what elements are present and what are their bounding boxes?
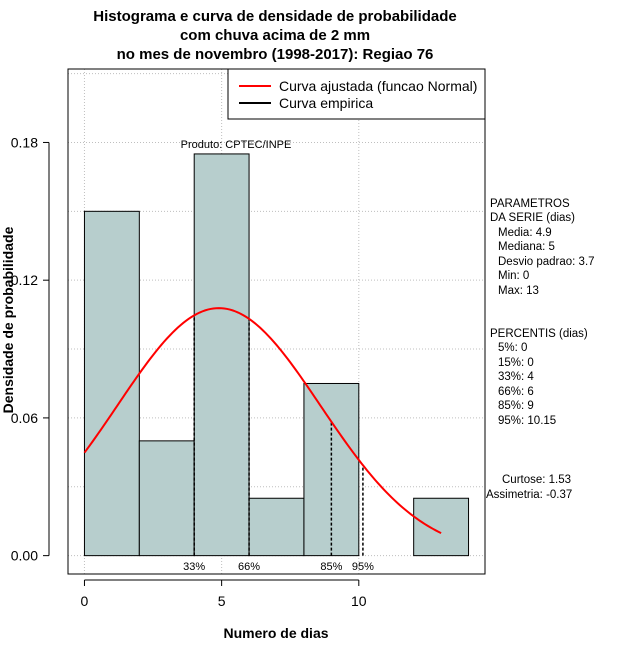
legend-label-empirical: Curva empirica [279,95,373,111]
histogram-bar-2 [193,153,250,557]
y-tick-label-1: 0.06 [11,410,38,426]
percentis-title: PERCENTIS (dias) [490,328,588,340]
param-mediana: Mediana: 5 [498,241,555,253]
param-media: Media: 4.9 [498,227,552,239]
axis-layer: 0.00 0.06 0.12 0.18 0 5 10 [11,134,367,609]
curve-layer [83,307,442,534]
chart-title-line-1: Histograma e curva de densidade de proba… [93,8,456,25]
percentile-labels-layer: 33% 66% 85% 95% [183,561,374,573]
legend: Curva ajustada (funcao Normal) Curva emp… [227,68,486,120]
param-desvio: Desvio padrao: 3.7 [498,256,595,268]
legend-label-curve: Curva ajustada (funcao Normal) [279,78,477,94]
percentile-label-0: 33% [183,561,205,573]
y-tick-label-3: 0.18 [11,134,38,150]
y-tick-label-0: 0.00 [11,548,38,564]
histogram-bar-6 [413,497,470,557]
percentile-label-1: 66% [238,561,260,573]
bar-layer [83,153,470,557]
y-axis-title: Densidade de probabilidade [0,226,16,413]
percentile-label-2: 85% [320,561,342,573]
param-max: Max: 13 [498,285,539,297]
percentil-5: 5%: 0 [498,342,527,354]
x-axis-title: Numero de dias [223,625,328,641]
percentil-33: 33%: 4 [498,371,534,383]
chart-title-line-3: no mes de novembro (1998-2017): Regiao 7… [117,46,434,63]
params-title-1: PARAMETROS [490,198,570,210]
percentil-15: 15%: 0 [498,357,534,369]
curtose-value: Curtose: 1.53 [502,474,571,486]
x-tick-label-0: 0 [81,593,89,609]
percentil-85: 85%: 9 [498,400,534,412]
percentile-lines-layer [193,315,364,556]
percentil-66: 66%: 6 [498,386,534,398]
histogram-bar-0 [83,210,140,557]
histogram-bar-3 [248,497,305,557]
assimetria-value: Assimetria: -0.37 [486,489,572,501]
normal-curve-line [83,307,442,534]
x-tick-label-1: 5 [218,593,226,609]
percentile-label-3: 95% [352,561,374,573]
side-panel: PARAMETROS DA SERIE (dias) Media: 4.9 Me… [486,198,595,501]
params-title-2: DA SERIE (dias) [490,212,575,224]
x-tick-label-2: 10 [351,593,367,609]
param-min: Min: 0 [498,270,529,282]
chart-title-line-2: com chuva acima de 2 mm [180,27,370,44]
product-annotation: Produto: CPTEC/INPE [181,139,292,151]
percentil-95: 95%: 10.15 [498,415,556,427]
legend-box [227,68,486,120]
histogram-bar-1 [138,440,195,557]
y-tick-label-2: 0.12 [11,272,38,288]
